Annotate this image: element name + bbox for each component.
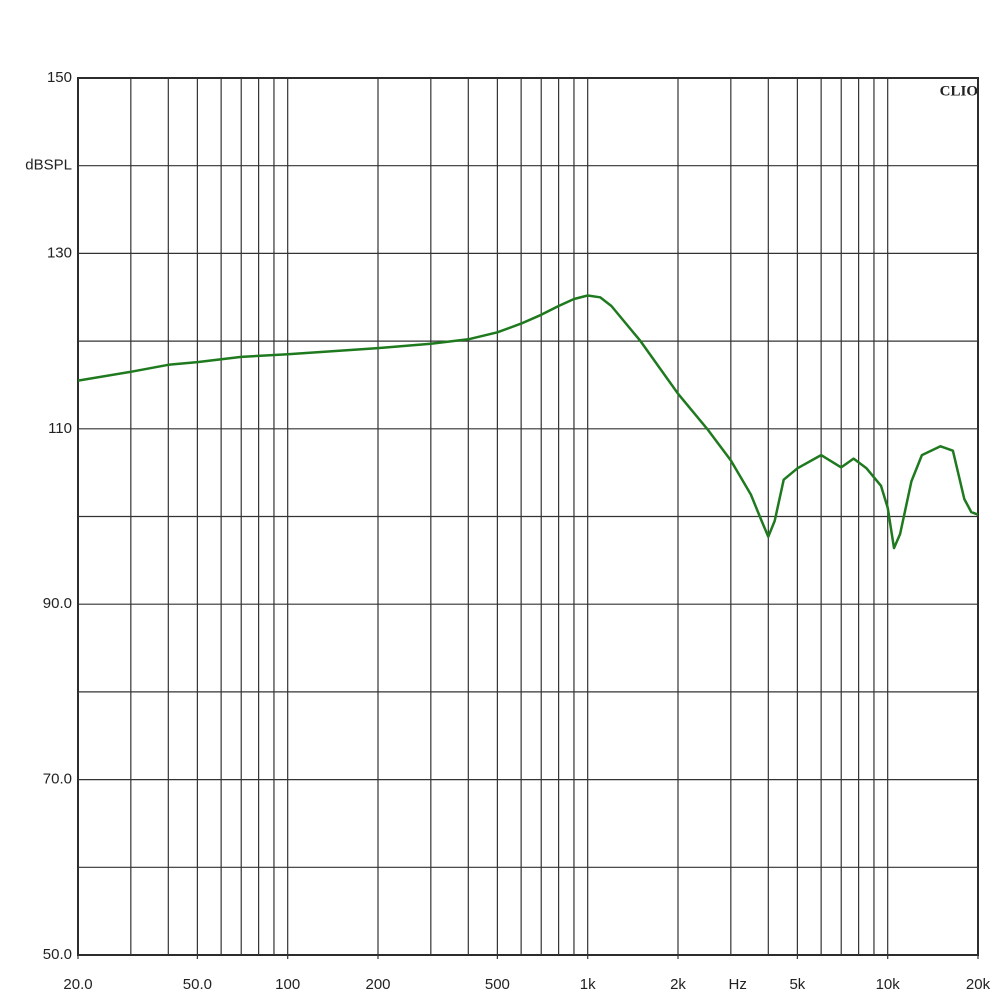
x-tick-label: 1k bbox=[580, 976, 596, 993]
y-tick-label: 130 bbox=[47, 244, 72, 261]
x-tick-label: 20k bbox=[966, 976, 991, 993]
y-tick-label: 50.0 bbox=[43, 946, 72, 963]
x-tick-label: 500 bbox=[485, 976, 510, 993]
x-tick-label: 200 bbox=[365, 976, 390, 993]
y-tick-label: 70.0 bbox=[43, 771, 72, 788]
y-tick-label: 110 bbox=[48, 420, 72, 437]
x-tick-label: 20.0 bbox=[63, 976, 92, 993]
y-tick-label: 150 bbox=[47, 69, 72, 86]
x-tick-label: 50.0 bbox=[183, 976, 212, 993]
annotation: CLIO bbox=[940, 83, 978, 99]
x-tick-label: 2k bbox=[670, 976, 686, 993]
x-tick-label: 10k bbox=[876, 976, 901, 993]
y-axis-label: dBSPL bbox=[25, 157, 72, 174]
x-tick-label: 100 bbox=[275, 976, 300, 993]
line bbox=[77, 294, 979, 550]
x-tick-label: 5k bbox=[789, 976, 805, 993]
x-axis-label: Hz bbox=[729, 976, 747, 993]
y-tick-label: 90.0 bbox=[43, 595, 72, 612]
